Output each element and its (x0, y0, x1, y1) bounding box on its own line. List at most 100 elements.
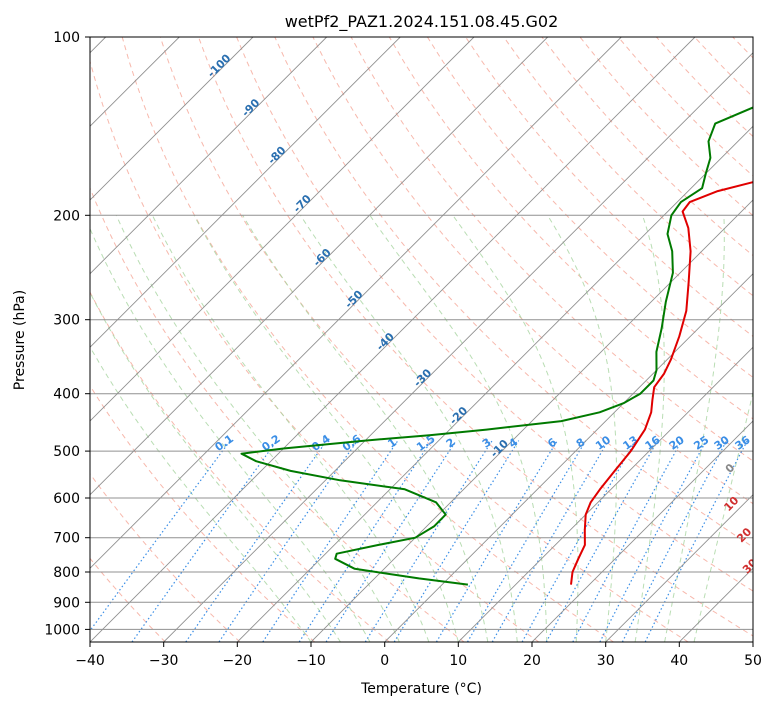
moist-adiabat-line (193, 215, 459, 642)
dry-adiabat-label: -40 (374, 330, 397, 353)
moist-adiabat-label: 20 (734, 525, 754, 545)
dry-adiabat-line (771, 37, 775, 642)
mixing-ratio-label: 8 (574, 436, 588, 451)
x-tick-label: −40 (75, 653, 105, 669)
dry-adiabat-line (121, 37, 614, 642)
mixing-ratio-label: 30 (712, 433, 732, 453)
temperature-profile-line (570, 181, 753, 585)
moist-adiabat-line (664, 215, 725, 642)
mixing-ratio-label: 2 (444, 436, 458, 451)
x-tick-label: −10 (296, 653, 326, 669)
isotherm-line (236, 125, 753, 642)
chart-title: wetPf2_PAZ1.2024.151.08.45.G02 (285, 12, 559, 32)
dry-adiabat-label: -80 (265, 144, 288, 167)
moist-adiabat-line (300, 215, 518, 642)
isotherm-line (90, 37, 549, 496)
isotherm-line (384, 273, 753, 642)
y-tick-label: 400 (53, 387, 80, 403)
x-axis-label: Temperature (°C) (360, 681, 482, 697)
dry-adiabat-line (90, 59, 540, 642)
dry-adiabat-line (90, 291, 390, 642)
dry-adiabat-label: -60 (311, 246, 334, 269)
x-tick-label: 0 (380, 653, 389, 669)
mixing-ratio-line (621, 440, 728, 642)
dry-adiabat-line (465, 37, 753, 338)
isotherm-line (457, 346, 753, 642)
plot-frame (89, 36, 754, 643)
mixing-ratio-line (466, 440, 587, 642)
y-tick-label: 900 (53, 595, 80, 611)
moist-adiabat-label: 30 (740, 556, 760, 576)
mixing-ratio-line (298, 440, 432, 642)
dry-adiabat-label: -30 (411, 366, 434, 389)
dry-adiabat-line (236, 37, 753, 592)
mixing-ratio-label: 10 (593, 433, 613, 453)
mixing-ratio-label: 36 (733, 433, 753, 453)
isotherm-line (752, 641, 753, 642)
mixing-ratio-label: 6 (545, 435, 559, 450)
isotherm-line (605, 494, 753, 642)
dry-adiabat-line (388, 37, 753, 420)
x-tick-label: 40 (670, 653, 688, 669)
dry-adiabat-label: -90 (239, 96, 262, 119)
dry-adiabat-line (426, 37, 753, 378)
isotherm-line (90, 37, 254, 201)
y-tick-label: 200 (53, 208, 80, 224)
mixing-ratio-line (521, 440, 637, 642)
x-tick-label: −30 (149, 653, 179, 669)
dry-adiabat-label: -20 (447, 404, 470, 427)
dry-adiabat-line (694, 37, 753, 98)
mixing-ratio-line (262, 440, 399, 642)
isotherm-line (163, 52, 753, 642)
isotherm-line (310, 199, 753, 642)
mixing-ratio-line (364, 440, 493, 642)
y-tick-label: 1000 (44, 622, 80, 638)
moist-adiabat-line (547, 215, 617, 642)
isotherm-line (90, 37, 401, 348)
isotherm-line (90, 37, 696, 642)
mixing-ratio-label: 20 (667, 433, 687, 453)
dry-adiabat-line (503, 37, 753, 297)
x-tick-label: 20 (523, 653, 541, 669)
mixing-ratio-label: 25 (691, 433, 711, 452)
moist-adiabat-line (693, 390, 753, 642)
dry-adiabat-line (656, 37, 753, 138)
mixing-ratio-line (131, 440, 278, 642)
y-tick-label: 800 (53, 565, 80, 581)
dry-adiabat-line (90, 186, 465, 642)
dry-adiabat-label: -50 (342, 288, 365, 311)
mixing-ratio-line (435, 440, 558, 642)
x-tick-label: 30 (597, 653, 615, 669)
isotherm-line (90, 37, 475, 422)
moist-adiabat-line (369, 215, 548, 642)
moist-adiabat-label: 40 (757, 584, 775, 604)
mixing-ratio-line (491, 440, 609, 642)
mixing-ratio-line (185, 440, 328, 642)
moist-adiabat-line (242, 215, 489, 642)
y-tick-label: 500 (53, 444, 80, 460)
moist-adiabat-line (634, 215, 665, 642)
y-tick-label: 700 (53, 531, 80, 547)
mixing-ratio-line (545, 440, 659, 642)
y-tick-label: 300 (53, 313, 80, 329)
x-tick-label: −20 (223, 653, 253, 669)
moist-adiabat-label: 10 (721, 494, 741, 514)
moist-adiabat-line (115, 215, 400, 642)
isotherm-line (90, 37, 622, 569)
dry-adiabat-line (159, 37, 689, 642)
dry-adiabat-line (90, 384, 316, 642)
dry-adiabat-line (90, 557, 166, 642)
dry-adiabat-line (274, 37, 753, 548)
x-tick-label: 50 (744, 653, 762, 669)
isotherm-line (531, 420, 753, 642)
moist-adiabat-line (452, 215, 579, 642)
x-tick-label: 10 (449, 653, 467, 669)
moist-adiabat-line (90, 227, 371, 642)
moist-adiabat-line (90, 346, 312, 642)
mixing-ratio-line (572, 440, 683, 642)
dry-adiabat-line (312, 37, 753, 505)
moist-adiabat-line (151, 215, 430, 642)
dry-adiabat-line (732, 37, 753, 59)
